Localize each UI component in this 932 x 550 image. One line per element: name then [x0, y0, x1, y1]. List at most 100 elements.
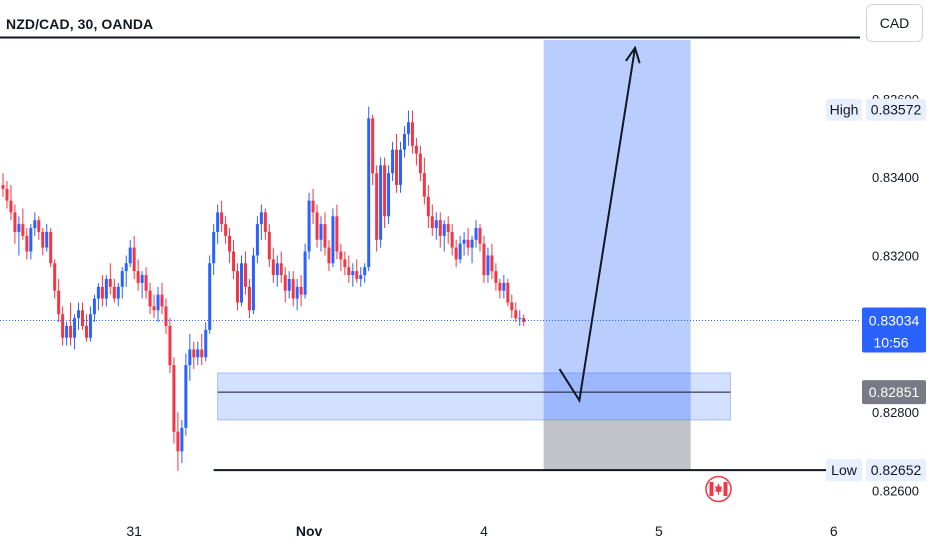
candle: [319, 216, 323, 252]
candle-body: [490, 255, 494, 272]
candle-body: [283, 275, 287, 291]
candle: [168, 318, 172, 373]
levels-layer: [0, 36, 860, 472]
candle: [410, 110, 414, 154]
candle-body: [73, 318, 77, 338]
candle-body: [49, 231, 53, 264]
candle-body: [299, 286, 303, 295]
candle: [399, 141, 402, 193]
arrow-path[interactable]: [558, 47, 637, 404]
position-stop-area[interactable]: [543, 419, 691, 471]
candle: [160, 282, 164, 315]
candle-body: [339, 251, 343, 260]
candle: [120, 267, 124, 299]
time-tick-label: 31: [126, 523, 142, 539]
candle: [33, 212, 37, 236]
event-layer: [705, 475, 732, 503]
high-value-text: 0.83572: [871, 102, 922, 118]
candle-body: [69, 325, 73, 338]
time-tick-label: Nov: [296, 523, 323, 539]
candle: [65, 322, 69, 346]
candle-body: [120, 271, 124, 287]
candle: [5, 181, 9, 209]
candle: [307, 192, 311, 260]
candle-body: [514, 310, 518, 319]
candle-body: [518, 318, 522, 320]
candle: [17, 216, 21, 256]
candle-body: [196, 349, 200, 358]
candle-body: [498, 282, 502, 291]
candle-body: [363, 267, 367, 276]
candle-body: [502, 282, 506, 291]
candle: [77, 302, 81, 330]
demand-zone[interactable]: [217, 372, 731, 421]
low-value: 0.82652: [866, 459, 926, 482]
candle: [255, 216, 259, 264]
candle: [220, 200, 224, 232]
candle-body: [180, 427, 184, 452]
candle: [275, 255, 279, 287]
candle-body: [422, 173, 426, 197]
candle: [251, 247, 255, 315]
candle-body: [224, 224, 228, 236]
price-axis-layer: 0.826000.828000.832000.834000.83600High0…: [826, 92, 926, 498]
price-tick-label: 0.82600: [872, 483, 919, 498]
candle-body: [136, 271, 140, 283]
candle-body: [462, 239, 466, 244]
candle-body: [391, 149, 395, 174]
candle: [57, 278, 61, 323]
candle: [470, 235, 474, 264]
candle-body: [9, 200, 13, 213]
position-target-area[interactable]: [543, 40, 691, 420]
candle: [383, 157, 387, 229]
low-label-bg: [826, 459, 862, 482]
candle-body: [367, 118, 371, 268]
candle-body: [41, 231, 45, 248]
candle-body: [29, 228, 33, 252]
candle: [335, 204, 339, 260]
candle-body: [132, 247, 136, 272]
candle: [391, 141, 395, 182]
candle-body: [303, 251, 307, 295]
candle-body: [387, 173, 391, 217]
candle-body: [410, 122, 414, 146]
candle-body: [379, 165, 383, 240]
candle: [375, 165, 379, 252]
flag-band-right: [723, 482, 728, 496]
time-tick-label: 5: [655, 523, 663, 539]
candle-body: [116, 286, 120, 299]
candle-body: [307, 200, 311, 252]
candle: [406, 110, 410, 146]
candle: [422, 157, 426, 205]
high-label-bg: [826, 98, 862, 121]
candle: [1, 173, 5, 197]
currency-button[interactable]: CAD: [866, 4, 923, 42]
candle-body: [168, 325, 172, 366]
candle: [442, 220, 446, 252]
candle: [124, 255, 128, 287]
candle-body: [327, 247, 331, 264]
marker-price-badge-bg: [862, 380, 926, 405]
canada-flag-icon[interactable]: [705, 475, 732, 503]
candle: [315, 204, 319, 248]
candle-body: [359, 275, 363, 279]
candle-body: [212, 231, 216, 264]
candle: [291, 271, 295, 307]
candle-body: [148, 290, 152, 307]
candle-body: [494, 271, 498, 283]
candle-body: [208, 263, 212, 330]
candle-body: [482, 243, 486, 276]
candle: [92, 294, 96, 323]
candle: [367, 106, 371, 272]
candle: [128, 239, 132, 268]
candle: [81, 302, 84, 330]
candle-body: [100, 286, 104, 299]
candle-body: [164, 306, 168, 326]
candle: [355, 259, 359, 283]
candle-body: [355, 271, 359, 279]
candle-body: [240, 263, 243, 303]
candle-body: [184, 365, 188, 428]
high-value-bg: [866, 98, 926, 121]
candle: [494, 263, 498, 291]
